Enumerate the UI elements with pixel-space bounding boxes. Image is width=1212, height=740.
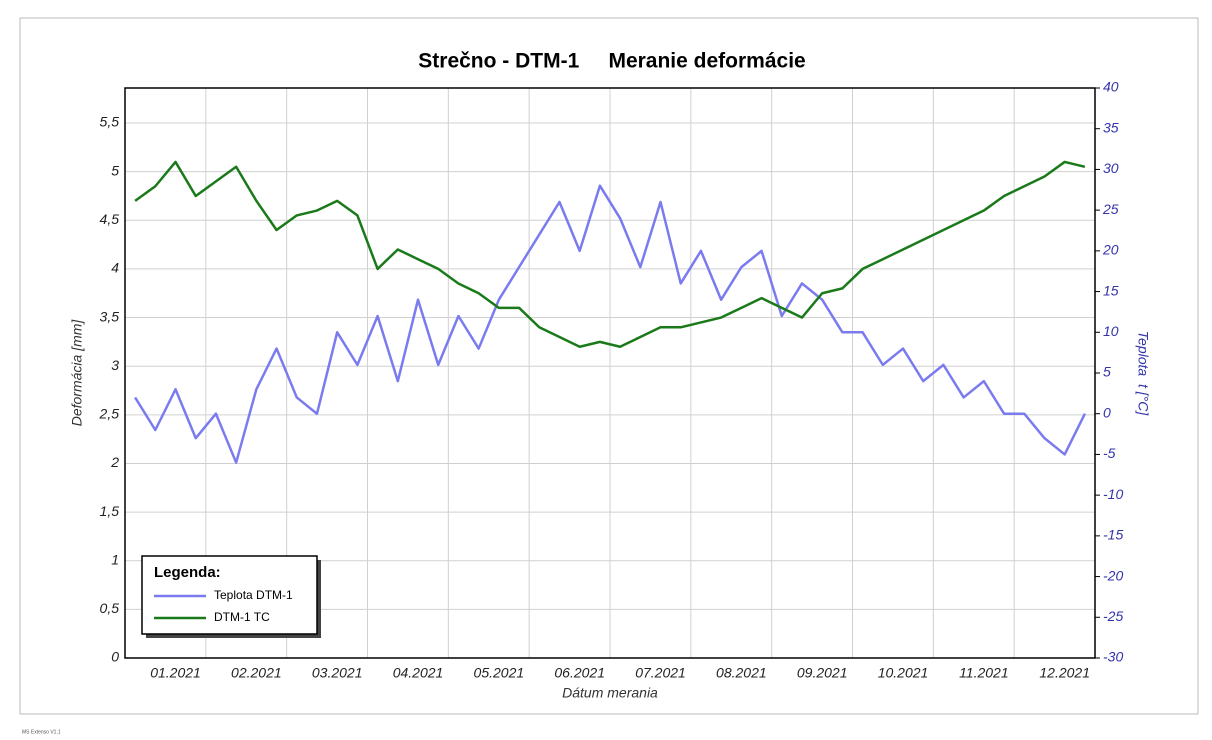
series-line xyxy=(134,184,1087,464)
x-tick-label: 12.2021 xyxy=(1039,665,1090,681)
y-tick-label: 1,5 xyxy=(100,503,120,519)
y2-tick-label: 0 xyxy=(1103,404,1111,420)
legend-title: Legenda: xyxy=(154,564,221,581)
y2-tick-label: -15 xyxy=(1103,527,1123,543)
y-axis-label: Deformácia [mm] xyxy=(69,319,85,427)
y-tick-label: 4 xyxy=(111,260,119,276)
x-tick-label: 06.2021 xyxy=(554,665,605,681)
x-tick-label: 08.2021 xyxy=(716,665,767,681)
x-tick-label: 07.2021 xyxy=(635,665,686,681)
y-tick-label: 5,5 xyxy=(100,114,120,130)
y2-tick-label: 15 xyxy=(1103,282,1119,298)
x-tick-label: 09.2021 xyxy=(797,665,848,681)
x-axis-label: Dátum merania xyxy=(562,685,658,701)
x-tick-label: 10.2021 xyxy=(878,665,929,681)
x-tick-label: 03.2021 xyxy=(312,665,363,681)
y2-tick-label: 5 xyxy=(1103,364,1111,380)
y2-tick-label: 30 xyxy=(1103,160,1119,176)
y2-tick-label: -30 xyxy=(1103,649,1123,665)
series-line xyxy=(134,160,1086,348)
y2-tick-label: 25 xyxy=(1102,201,1119,217)
y-tick-label: 4,5 xyxy=(100,211,120,227)
y2-tick-label: -10 xyxy=(1103,486,1123,502)
x-tick-label: 04.2021 xyxy=(393,665,444,681)
y2-tick-label: 40 xyxy=(1103,79,1119,95)
y-tick-label: 3,5 xyxy=(100,308,120,324)
legend-label: Teplota DTM-1 xyxy=(214,588,293,602)
y2-axis-label: Teplota t [°C] xyxy=(1135,331,1151,417)
y-tick-label: 2 xyxy=(110,454,119,470)
x-tick-label: 02.2021 xyxy=(231,665,282,681)
footer: MS Extenso V1.1 xyxy=(22,729,61,735)
y-tick-label: 5 xyxy=(111,162,119,178)
y2-tick-label: -25 xyxy=(1103,608,1123,624)
legend-label: DTM-1 TC xyxy=(214,610,270,624)
plot-border xyxy=(124,87,1096,659)
y2-tick-label: -5 xyxy=(1103,445,1116,461)
x-tick-label: 11.2021 xyxy=(959,665,1009,681)
y2-tick-label: 10 xyxy=(1103,323,1119,339)
y-tick-label: 1 xyxy=(111,551,119,567)
y-tick-label: 3 xyxy=(111,357,119,373)
y2-tick-label: 35 xyxy=(1103,119,1119,135)
y-tick-label: 0 xyxy=(111,649,119,665)
y2-tick-label: -20 xyxy=(1103,567,1123,583)
x-tick-label: 05.2021 xyxy=(474,665,525,681)
y-tick-label: 0,5 xyxy=(100,600,120,616)
x-tick-label: 01.2021 xyxy=(150,665,201,681)
y-tick-label: 2,5 xyxy=(99,406,120,422)
chart-title: Strečno - DTM-1 Meranie deformácie xyxy=(418,50,805,73)
y2-tick-label: 20 xyxy=(1102,242,1119,258)
